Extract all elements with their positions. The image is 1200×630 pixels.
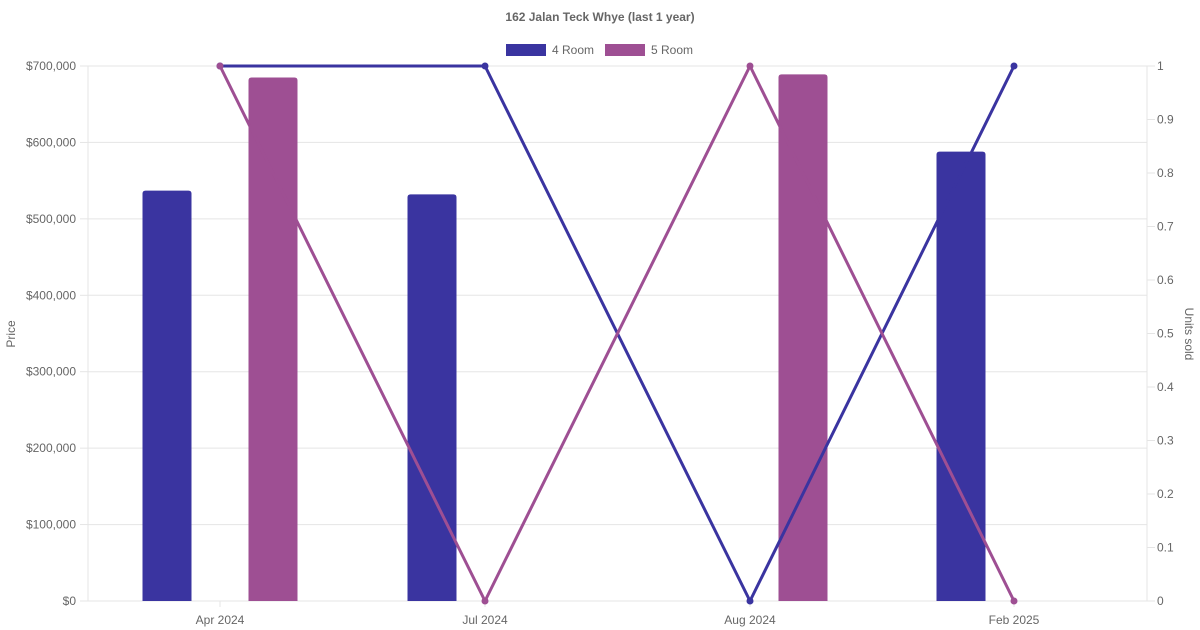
lines xyxy=(216,62,1018,605)
right-tick-label: 0.8 xyxy=(1157,166,1174,180)
right-axis-ticks: 0 0.1 0.2 0.3 0.4 0.5 0.6 0.7 0.8 0.9 1 xyxy=(1157,59,1174,608)
line-point[interactable] xyxy=(216,62,224,70)
right-tick-label: 1 xyxy=(1157,59,1164,73)
right-tick-label: 0.5 xyxy=(1157,327,1174,341)
chart-title: 162 Jalan Teck Whye (last 1 year) xyxy=(505,10,694,24)
right-tick-label: 0.6 xyxy=(1157,273,1174,287)
right-tick-label: 0.3 xyxy=(1157,434,1174,448)
left-tick-label: $100,000 xyxy=(26,518,76,532)
bar-4-room[interactable] xyxy=(142,190,192,602)
left-tick-label: $600,000 xyxy=(26,135,76,149)
line-point[interactable] xyxy=(746,597,754,605)
bar-4-room[interactable] xyxy=(407,194,457,601)
x-tick-label: Aug 2024 xyxy=(724,613,776,627)
left-tick-label: $300,000 xyxy=(26,365,76,379)
left-axis-ticks: $0 $100,000 $200,000 $300,000 $400,000 $500,0… xyxy=(26,59,76,608)
x-tick-label: Jul 2024 xyxy=(462,613,508,627)
right-tick-label: 0.1 xyxy=(1157,541,1174,555)
legend-item-5-room[interactable]: 5 Room xyxy=(605,43,693,57)
left-tick-label: $500,000 xyxy=(26,212,76,226)
line-point[interactable] xyxy=(1010,62,1018,70)
left-axis-title: Price xyxy=(4,320,18,348)
left-tick-label: $200,000 xyxy=(26,441,76,455)
legend-swatch xyxy=(605,44,645,56)
right-tick-label: 0.7 xyxy=(1157,220,1174,234)
right-tick-label: 0.2 xyxy=(1157,487,1174,501)
x-axis-ticks: Apr 2024 Jul 2024 Aug 2024 Feb 2025 xyxy=(196,613,1040,627)
line-point[interactable] xyxy=(1010,597,1018,605)
legend-swatch xyxy=(506,44,546,56)
legend-label: 5 Room xyxy=(651,43,693,57)
legend: 4 Room 5 Room xyxy=(506,43,693,57)
x-tick-label: Apr 2024 xyxy=(196,613,245,627)
right-tick-label: 0 xyxy=(1157,594,1164,608)
line-point[interactable] xyxy=(481,62,489,70)
line-point[interactable] xyxy=(746,62,754,70)
right-axis-title: Units sold xyxy=(1182,308,1196,361)
bars xyxy=(142,74,986,602)
legend-label: 4 Room xyxy=(552,43,594,57)
left-tick-label: $400,000 xyxy=(26,288,76,302)
legend-item-4-room[interactable]: 4 Room xyxy=(506,43,594,57)
bar-4-room[interactable] xyxy=(936,151,986,601)
bar-5-room[interactable] xyxy=(248,77,298,601)
right-tick-label: 0.4 xyxy=(1157,380,1174,394)
bar-5-room[interactable] xyxy=(778,74,828,601)
line-point[interactable] xyxy=(481,597,489,605)
line-5-room xyxy=(218,64,1016,603)
left-tick-label: $0 xyxy=(63,594,77,608)
right-tick-label: 0.9 xyxy=(1157,113,1174,127)
x-tick-label: Feb 2025 xyxy=(989,613,1040,627)
left-tick-label: $700,000 xyxy=(26,59,76,73)
